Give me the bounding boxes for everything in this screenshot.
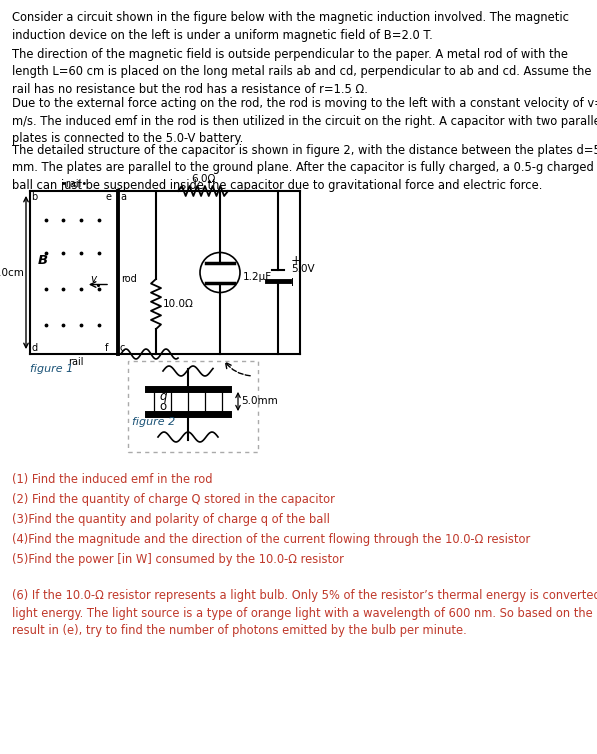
Text: rail: rail <box>68 357 84 367</box>
Text: I: I <box>291 277 294 287</box>
Text: rod: rod <box>121 274 137 284</box>
Text: (2) Find the quantity of charge Q stored in the capacitor: (2) Find the quantity of charge Q stored… <box>12 493 335 506</box>
Text: figure 2: figure 2 <box>132 417 176 427</box>
Text: (5)Find the power [in W] consumed by the 10.0-Ω resistor: (5)Find the power [in W] consumed by the… <box>12 553 344 566</box>
Text: b: b <box>31 192 37 202</box>
Text: figure 1: figure 1 <box>30 364 73 374</box>
Text: Due to the external force acting on the rod, the rod is moving to the left with : Due to the external force acting on the … <box>12 97 597 145</box>
Text: •rail•: •rail• <box>60 179 88 189</box>
Text: 6.0Ω: 6.0Ω <box>191 174 215 184</box>
Text: +: + <box>291 254 301 267</box>
Text: e: e <box>105 192 111 202</box>
Text: o: o <box>159 400 167 413</box>
Text: v: v <box>90 274 96 284</box>
Text: B: B <box>38 254 48 267</box>
Text: f: f <box>105 343 109 353</box>
Text: 60.0cm: 60.0cm <box>0 268 24 277</box>
Text: (6) If the 10.0-Ω resistor represents a light bulb. Only 5% of the resistor’s th: (6) If the 10.0-Ω resistor represents a … <box>12 589 597 637</box>
Text: 5.0V: 5.0V <box>291 265 315 274</box>
Text: The detailed structure of the capacitor is shown in figure 2, with the distance : The detailed structure of the capacitor … <box>12 144 597 192</box>
Text: (3)Find the quantity and polarity of charge q of the ball: (3)Find the quantity and polarity of cha… <box>12 513 330 526</box>
Text: Consider a circuit shown in the figure below with the magnetic induction involve: Consider a circuit shown in the figure b… <box>12 11 569 41</box>
Text: 10.0Ω: 10.0Ω <box>163 299 194 309</box>
Text: The direction of the magnetic field is outside perpendicular to the paper. A met: The direction of the magnetic field is o… <box>12 48 592 96</box>
Text: q: q <box>159 390 167 403</box>
Text: c: c <box>120 343 125 353</box>
Text: 5.0mm: 5.0mm <box>241 397 278 406</box>
Text: (1) Find the induced emf in the rod: (1) Find the induced emf in the rod <box>12 473 213 486</box>
Text: d: d <box>31 343 37 353</box>
Text: (4)Find the magnitude and the direction of the current flowing through the 10.0-: (4)Find the magnitude and the direction … <box>12 533 530 546</box>
Text: 1.2μF: 1.2μF <box>243 272 272 283</box>
Text: a: a <box>120 192 126 202</box>
